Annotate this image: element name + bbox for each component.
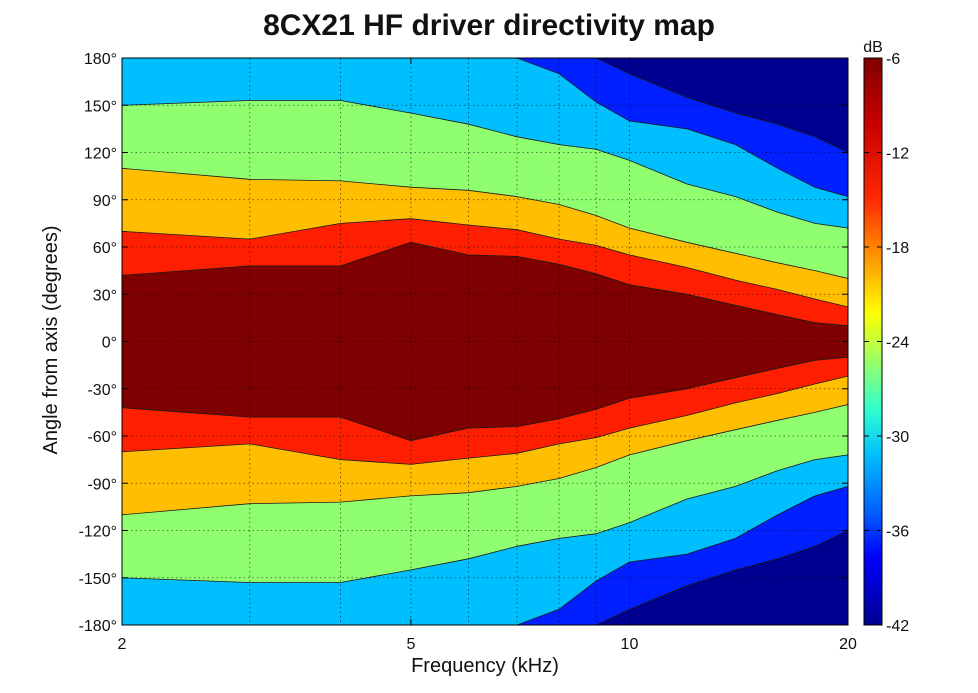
- x-axis-ticks: 2 5 10 20: [118, 58, 857, 653]
- colorbar-tick-label: -12: [886, 146, 909, 163]
- x-tick-label: 2: [118, 636, 127, 653]
- x-tick-label: 10: [621, 636, 639, 653]
- grid-lines: [122, 58, 848, 625]
- y-axis-label: Angle from axis (degrees): [40, 226, 62, 455]
- x-axis-label: Frequency (kHz): [411, 655, 559, 677]
- colorbar-tick-label: -36: [886, 524, 909, 541]
- y-tick-label: -180°: [79, 618, 117, 635]
- y-tick-label: -150°: [79, 571, 117, 588]
- colorbar-tick-label: -6: [886, 51, 900, 68]
- x-tick-label: 20: [839, 636, 857, 653]
- x-tick-label: 5: [406, 636, 415, 653]
- y-tick-label: 30°: [93, 287, 117, 304]
- y-axis-ticks: 180° 150° 120° 90° 60° 30° 0° -30° -60° -90° -120°…: [79, 51, 848, 635]
- colorbar-tick-label: -30: [886, 429, 909, 446]
- y-tick-label: -60°: [87, 429, 117, 446]
- y-tick-label: 60°: [93, 240, 117, 257]
- y-tick-label: 120°: [84, 146, 117, 163]
- y-tick-label: 0°: [102, 335, 117, 352]
- y-tick-label: 90°: [93, 193, 117, 210]
- colorbar-tick-label: -18: [886, 240, 909, 257]
- colorbar: -6 -12 -18 -24 -30 -36 -42: [863, 51, 909, 635]
- colorbar-tick-label: -42: [886, 618, 909, 635]
- colorbar-tick-label: -24: [886, 335, 909, 352]
- y-tick-label: 150°: [84, 98, 117, 115]
- y-tick-label: -120°: [79, 524, 117, 541]
- chart-title: 8CX21 HF driver directivity map: [263, 9, 715, 42]
- y-tick-label: 180°: [84, 51, 117, 68]
- colorbar-unit-label: dB: [863, 39, 883, 56]
- y-tick-label: -90°: [87, 476, 117, 493]
- y-tick-label: -30°: [87, 382, 117, 399]
